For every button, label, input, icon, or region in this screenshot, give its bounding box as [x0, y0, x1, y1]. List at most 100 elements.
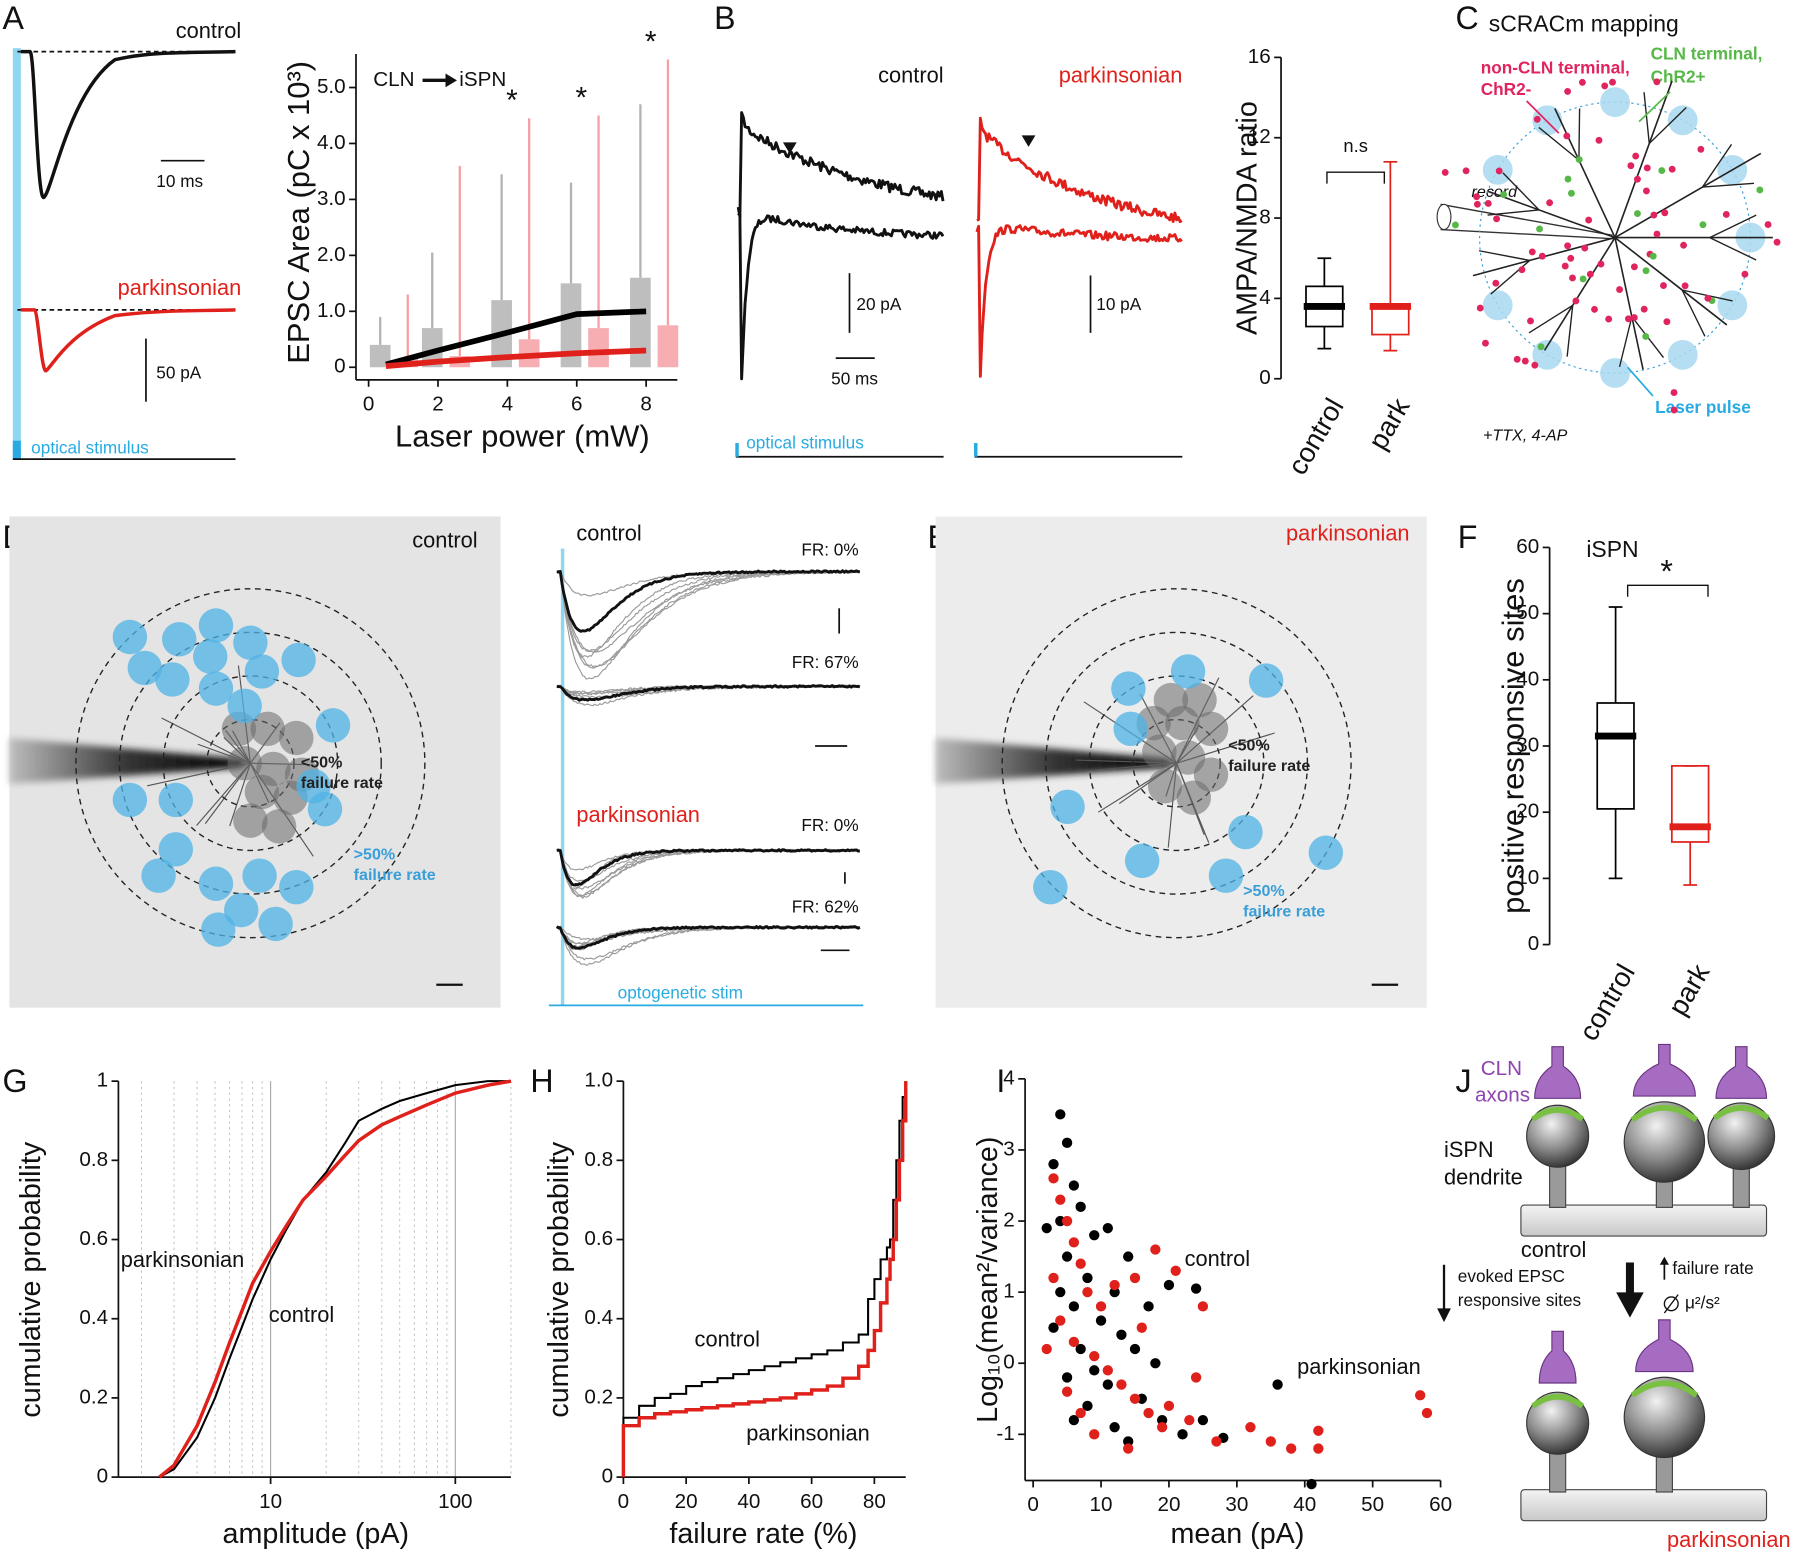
- laser-spot: [1600, 87, 1630, 118]
- point: [1089, 1230, 1100, 1241]
- y-tick-label: 4: [1259, 286, 1270, 309]
- laser-spot: [1600, 358, 1630, 388]
- point: [1102, 1365, 1113, 1376]
- terminal-non-cln: [1492, 279, 1500, 287]
- spine-head: [1526, 1391, 1590, 1455]
- point: [1068, 1414, 1080, 1426]
- panel-letter: F: [1458, 519, 1478, 555]
- terminal-non-cln: [1518, 266, 1526, 274]
- point: [1089, 1350, 1100, 1362]
- point: [1170, 1265, 1181, 1276]
- site-high-failure: [112, 619, 148, 655]
- point: [1123, 1436, 1134, 1447]
- site-high-failure: [198, 608, 234, 643]
- y-tick-label: 0: [1528, 932, 1539, 955]
- site-high-failure: [158, 832, 194, 867]
- point: [1184, 1414, 1195, 1426]
- line: [158, 1079, 512, 1479]
- site-high-failure: [1050, 789, 1085, 825]
- terminal-non-cln: [1591, 305, 1598, 313]
- y-tick-label: 0.2: [584, 1385, 613, 1408]
- arrow: [1638, 91, 1671, 123]
- panel-letter: I: [996, 1063, 1005, 1099]
- laser-spot: [1667, 105, 1698, 136]
- terminal-cln: [1756, 186, 1764, 194]
- point: [1068, 1180, 1080, 1191]
- line: [621, 1081, 908, 1478]
- point: [1245, 1422, 1256, 1433]
- point: [1156, 1422, 1168, 1433]
- condition-label: control: [412, 527, 477, 552]
- trace: [20, 49, 236, 200]
- y-tick-label: 0.8: [79, 1148, 108, 1171]
- site-high-failure: [127, 650, 163, 686]
- terminal-non-cln: [1680, 241, 1688, 249]
- x-tick-label: 20: [675, 1490, 698, 1513]
- panel-letter: J: [1455, 1063, 1471, 1099]
- y-tick-label: 3: [1003, 1137, 1014, 1160]
- axon-terminal: [1538, 1330, 1577, 1384]
- site-high-failure: [112, 782, 148, 818]
- category-label: park: [1362, 393, 1416, 455]
- dendrite-branch: [1487, 209, 1540, 216]
- point: [1068, 1237, 1080, 1248]
- bar: [657, 325, 679, 368]
- terminal-non-cln: [1482, 339, 1489, 347]
- distance-ring: [1088, 675, 1265, 852]
- dendrite-branch: [1566, 305, 1574, 357]
- fr-label: FR: 62%: [792, 896, 859, 916]
- terminal-non-cln: [1595, 136, 1603, 144]
- terminal-non-cln: [1473, 193, 1481, 201]
- decrease-symbol: [1663, 1296, 1679, 1312]
- panel-letter: A: [2, 0, 24, 36]
- y-tick-label: 0.6: [79, 1227, 108, 1250]
- terminal-non-cln: [1660, 282, 1667, 289]
- axon-terminal: [1534, 1046, 1582, 1099]
- dendrite-branch: [1490, 259, 1531, 295]
- bar: [560, 283, 582, 368]
- point: [1313, 1443, 1324, 1454]
- point: [1102, 1379, 1113, 1390]
- terminal-non-cln: [1493, 215, 1501, 223]
- y-axis-label: positive responsive sites: [1495, 578, 1530, 914]
- pipette: [1440, 228, 1613, 240]
- terminal-non-cln: [1605, 315, 1613, 323]
- spine-head: [1526, 1104, 1590, 1168]
- label: iSPN: [1444, 1137, 1494, 1162]
- terminal-non-cln: [1681, 282, 1689, 290]
- significance: *: [576, 81, 588, 114]
- stimulus-bar: [12, 48, 21, 460]
- point: [1082, 1272, 1093, 1284]
- distance-ring: [118, 631, 382, 895]
- spine-head: [1623, 1101, 1706, 1183]
- label: μ²/s²: [1685, 1292, 1720, 1312]
- spine-head: [1707, 1102, 1776, 1171]
- terminal-cln: [1500, 191, 1508, 198]
- site-high-failure: [155, 662, 190, 697]
- point: [1197, 1414, 1209, 1426]
- x-tick-label: 0: [618, 1490, 629, 1513]
- y-tick-label: -1: [996, 1422, 1014, 1445]
- significance: *: [1660, 553, 1673, 589]
- terminal-non-cln: [1572, 297, 1580, 305]
- arrowhead: [1659, 1256, 1669, 1265]
- terminal-non-cln: [1773, 238, 1781, 246]
- bar: [369, 344, 391, 368]
- y-tick-label: 2: [1003, 1208, 1014, 1231]
- trace: [556, 848, 861, 882]
- x-tick-label: 10: [259, 1490, 282, 1513]
- site-high-failure: [244, 654, 280, 689]
- condition-label: parkinsonian: [1286, 521, 1410, 546]
- terminal-non-cln: [1569, 274, 1576, 282]
- site-high-failure: [315, 708, 351, 743]
- terminal-non-cln: [1704, 294, 1712, 302]
- point: [1075, 1407, 1086, 1419]
- x-tick-label: 100: [438, 1490, 472, 1513]
- terminal-non-cln: [1528, 248, 1536, 256]
- x-tick-label: 6: [571, 393, 582, 416]
- terminal-non-cln: [1546, 199, 1554, 207]
- point: [1190, 1372, 1202, 1383]
- terminal-cln: [1568, 189, 1575, 197]
